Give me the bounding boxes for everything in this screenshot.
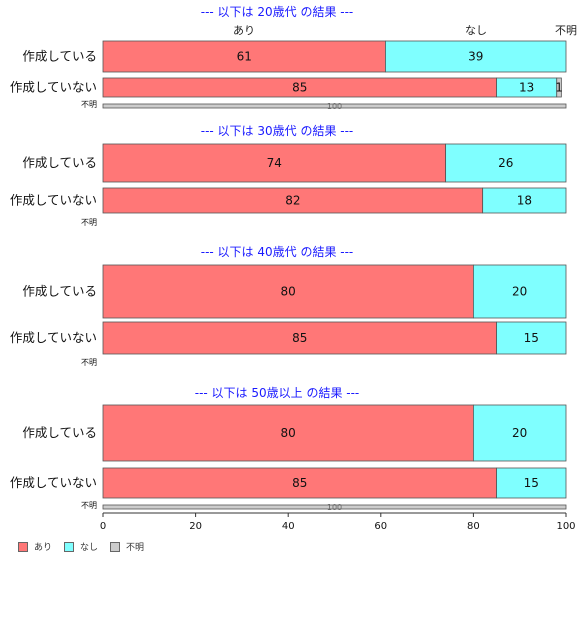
row-label-1-2: 不明 bbox=[81, 218, 97, 227]
x-tick-label-1: 20 bbox=[189, 521, 202, 530]
row-label-2-1: 作成していない bbox=[10, 330, 97, 345]
bar-0-1-2 bbox=[556, 77, 562, 98]
legend-label-nashi: なし bbox=[80, 543, 99, 553]
bar-0-2-2 bbox=[102, 103, 567, 109]
data-label-2-1-1: 15 bbox=[524, 331, 539, 345]
bar-3-2-2 bbox=[102, 504, 567, 510]
data-label-2-0-1: 20 bbox=[512, 285, 527, 299]
data-label-3-2-2: 100 bbox=[327, 503, 342, 512]
data-label-0-0-1: 39 bbox=[468, 50, 483, 64]
stacked-bar-chart: あり なし 不明--- 以下は 20歳代 の結果 ---作成している 61 39作成して… bbox=[10, 5, 577, 532]
row-label-1-1: 作成していない bbox=[10, 193, 97, 208]
bar-3-0-1 bbox=[472, 404, 567, 462]
panel-title-2: --- 以下は 40歳代 の結果 --- bbox=[201, 245, 354, 259]
data-label-1-1-0: 82 bbox=[285, 194, 300, 208]
row-label-0-2: 不明 bbox=[81, 100, 97, 109]
legend-item-ari: あり bbox=[18, 540, 52, 553]
data-label-0-1-2: 1 bbox=[555, 81, 563, 95]
legend-swatch-ari bbox=[18, 541, 28, 552]
legend-swatch-fumei bbox=[110, 541, 121, 552]
x-tick-label-3: 60 bbox=[374, 521, 387, 530]
data-label-2-1-0: 85 bbox=[292, 331, 307, 345]
bar-1-0-1 bbox=[445, 143, 567, 183]
bar-3-1-1 bbox=[496, 467, 567, 499]
legend-swatch-nashi bbox=[64, 541, 75, 552]
legend-label-ari: あり bbox=[34, 543, 53, 553]
data-label-0-0-0: 61 bbox=[237, 50, 252, 64]
panel-title-1: --- 以下は 30歳代 の結果 --- bbox=[201, 124, 354, 138]
x-tick-label-0: 0 bbox=[100, 521, 106, 530]
legend-item-nashi: なし bbox=[64, 540, 98, 553]
row-label-3-0: 作成している bbox=[22, 425, 97, 440]
x-tick-label-5: 100 bbox=[556, 521, 575, 530]
top-label-2: 不明 bbox=[555, 24, 577, 37]
data-label-1-0-1: 26 bbox=[498, 156, 513, 170]
x-tick-label-4: 80 bbox=[467, 521, 480, 530]
row-label-0-1: 作成していない bbox=[10, 80, 97, 95]
x-tick-label-2: 40 bbox=[282, 521, 295, 530]
row-label-2-0: 作成している bbox=[22, 284, 97, 299]
bar-0-0-1 bbox=[385, 40, 567, 73]
data-label-1-0-0: 74 bbox=[267, 156, 282, 170]
data-label-3-1-1: 15 bbox=[524, 476, 539, 490]
bar-1-1-0 bbox=[102, 187, 484, 214]
row-label-0-0: 作成している bbox=[22, 49, 97, 64]
panel-title-0: --- 以下は 20歳代 の結果 --- bbox=[201, 5, 354, 19]
bar-0-0-0 bbox=[102, 40, 386, 73]
row-label-1-0: 作成している bbox=[22, 155, 97, 170]
data-label-3-1-0: 85 bbox=[292, 476, 307, 490]
data-label-0-2-2: 100 bbox=[327, 102, 342, 111]
legend-item-fumei: 不明 bbox=[110, 540, 144, 553]
bar-2-1-1 bbox=[496, 321, 567, 355]
top-label-1: なし bbox=[465, 24, 487, 37]
data-label-3-0-0: 80 bbox=[281, 426, 296, 440]
data-label-0-1-1: 13 bbox=[519, 81, 534, 95]
legend-label-fumei: 不明 bbox=[126, 543, 145, 553]
data-label-2-0-0: 80 bbox=[281, 285, 296, 299]
row-label-2-2: 不明 bbox=[81, 358, 97, 367]
row-label-3-2: 不明 bbox=[81, 501, 97, 510]
legend: あり なし 不明 bbox=[18, 540, 144, 553]
data-label-1-1-1: 18 bbox=[517, 194, 532, 208]
row-label-3-1: 作成していない bbox=[10, 475, 97, 490]
bar-2-1-0 bbox=[102, 321, 497, 355]
top-label-0: あり bbox=[233, 24, 255, 37]
panel-title-3: --- 以下は 50歳以上 の結果 --- bbox=[195, 386, 360, 400]
data-label-3-0-1: 20 bbox=[512, 426, 527, 440]
bar-2-0-1 bbox=[472, 264, 567, 319]
bar-1-1-1 bbox=[482, 187, 567, 214]
data-label-0-1-0: 85 bbox=[292, 81, 307, 95]
bar-1-0-0 bbox=[102, 143, 447, 183]
